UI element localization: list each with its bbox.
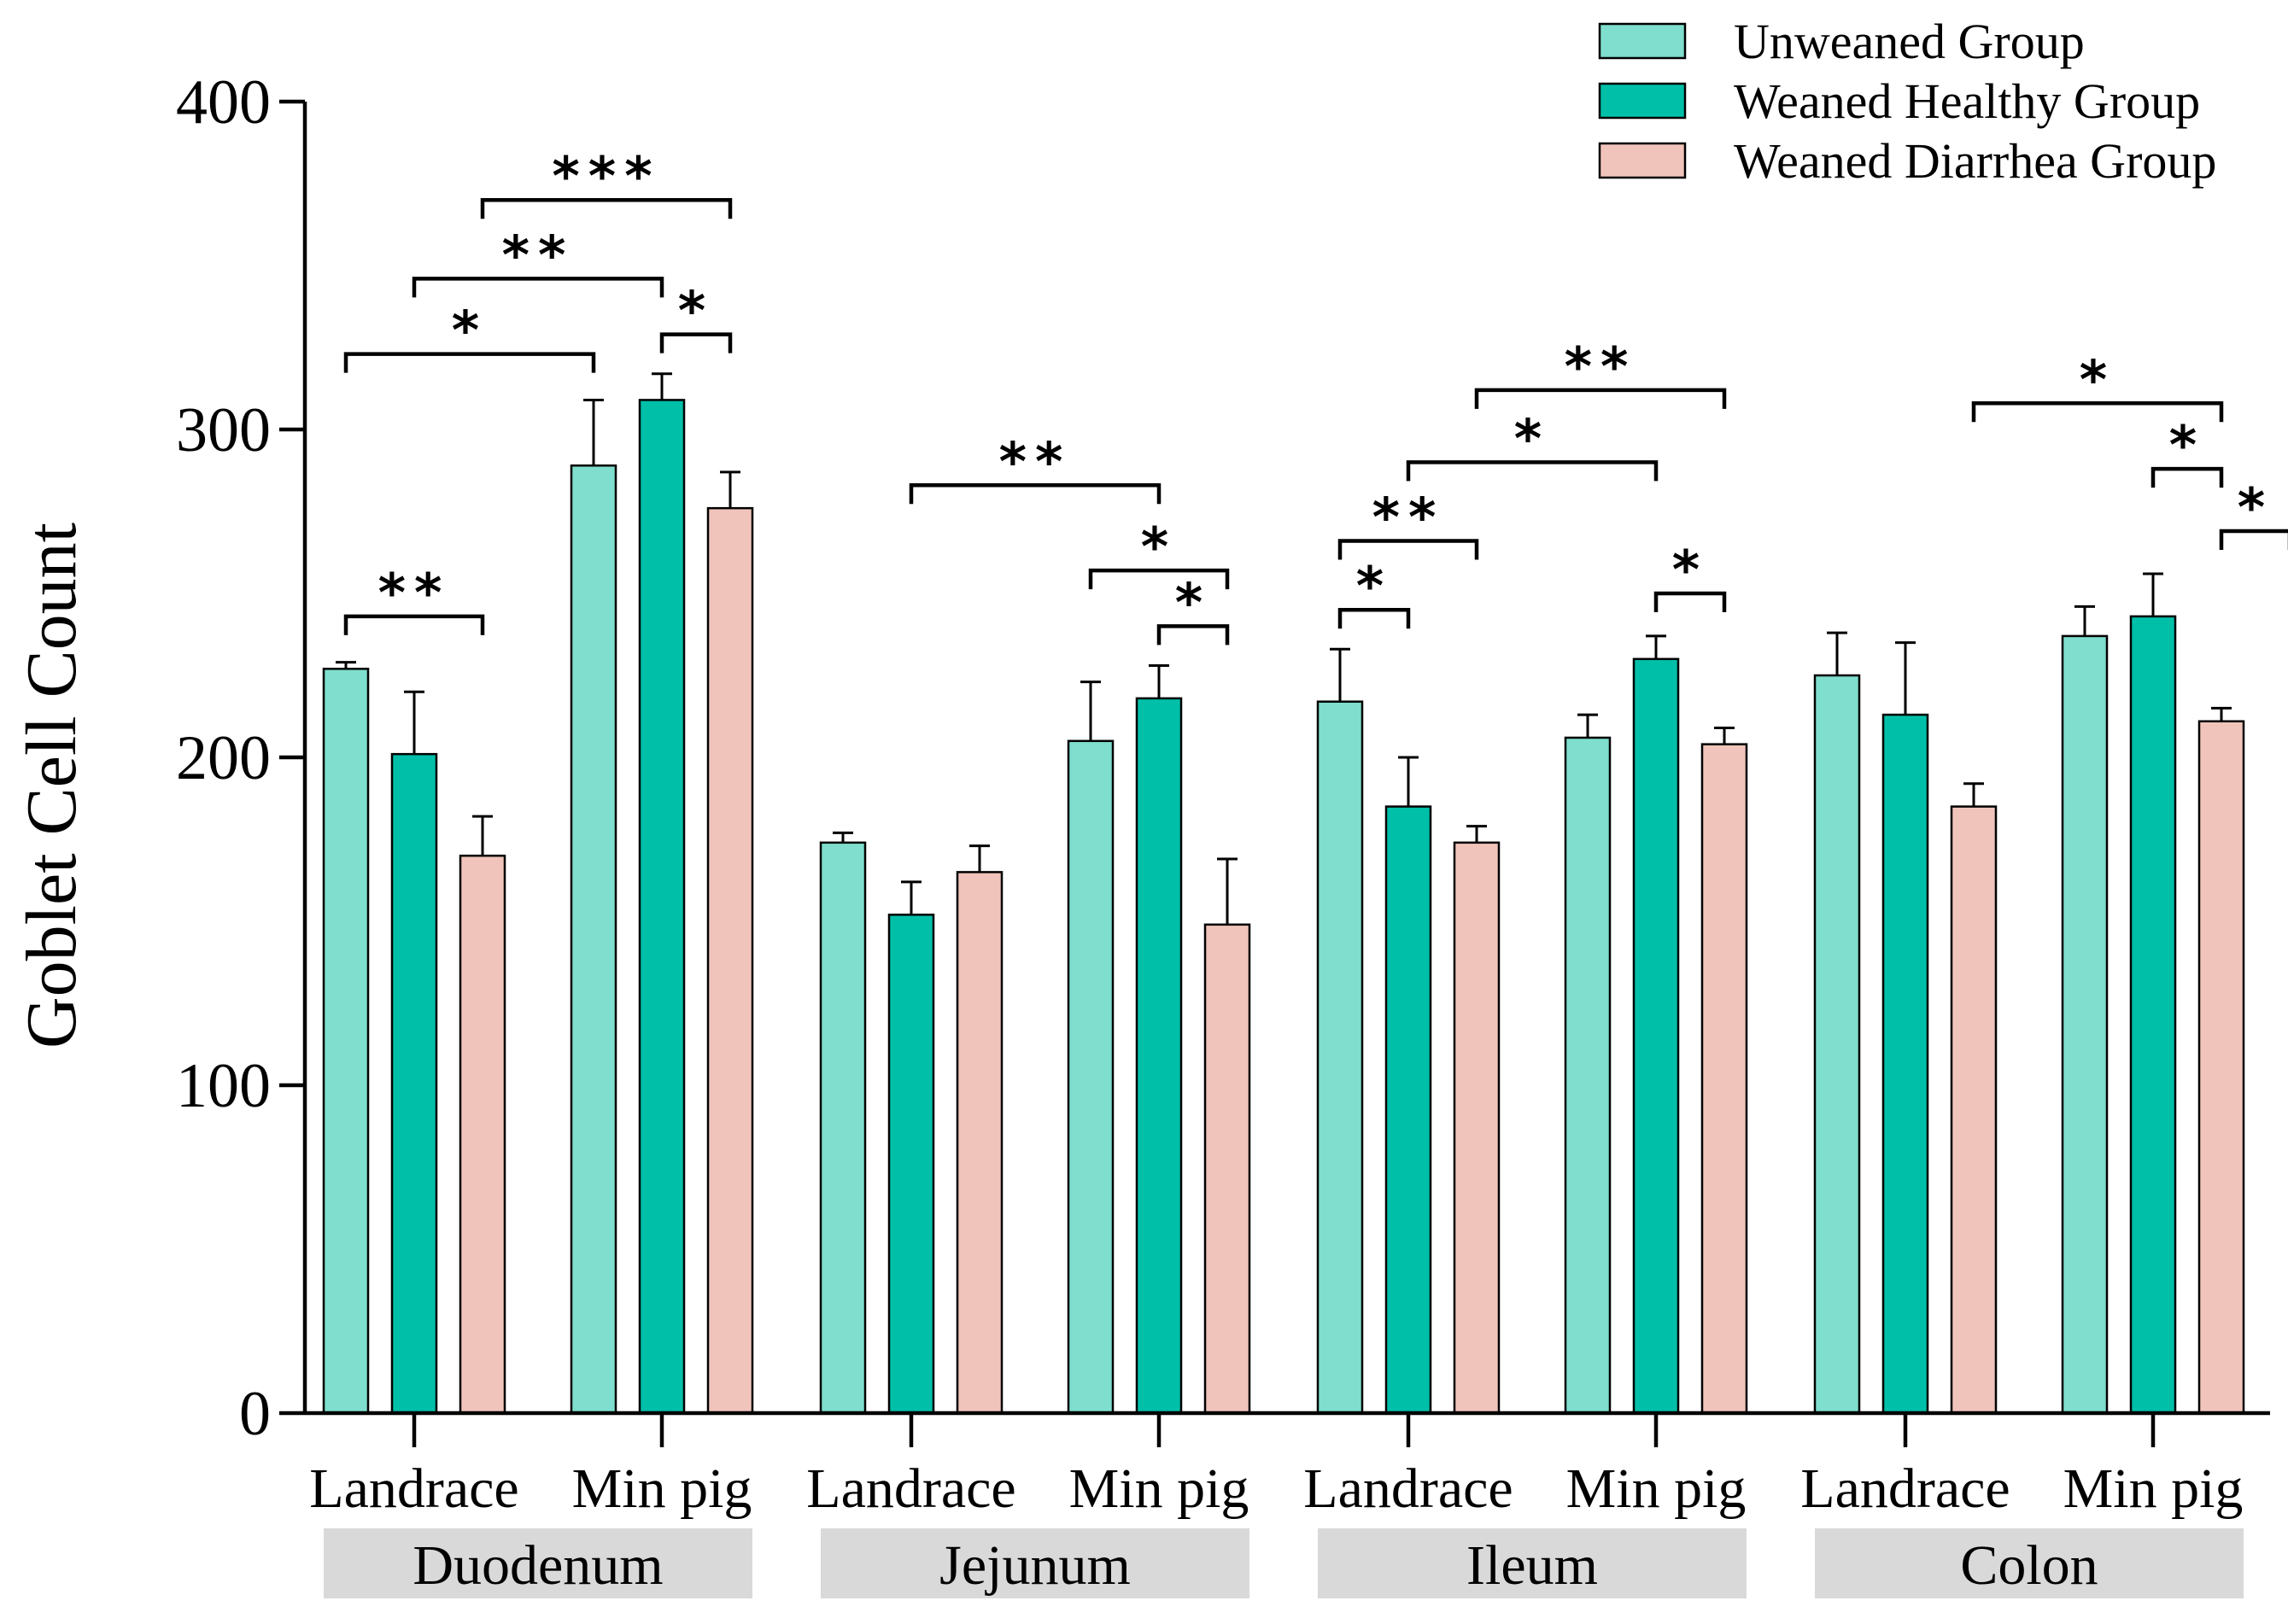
y-tick-label: 100 — [176, 1051, 271, 1121]
significance-label-4: *** — [552, 145, 660, 207]
region-label-duodenum: Duodenum — [413, 1534, 663, 1597]
significance-bracket-0 — [343, 614, 485, 635]
significance-label-0: ** — [378, 562, 451, 624]
bar-jejunum-landrace-0 — [819, 841, 867, 1415]
legend-label-1: Weaned Healthy Group — [1734, 73, 2200, 129]
region-label-jejunum: Jejunum — [939, 1534, 1131, 1597]
significance-bracket-8 — [1337, 607, 1411, 629]
significance-layer: ************* ********** — [343, 145, 2288, 646]
significance-label-2: ** — [502, 224, 575, 286]
bar-jejunum-min-pig-2 — [1203, 923, 1251, 1415]
breed-label: Min pig — [572, 1458, 752, 1520]
significance-label-13: * — [2080, 348, 2115, 411]
bar-colon-landrace-0 — [1813, 674, 1861, 1415]
bar-colon-min-pig-0 — [2061, 634, 2109, 1415]
bar-duodenum-landrace-1 — [390, 752, 438, 1415]
legend-swatch-0 — [1598, 22, 1687, 60]
significance-label-8: * — [1356, 555, 1392, 617]
bar-ileum-landrace-2 — [1453, 841, 1501, 1415]
bar-colon-min-pig-1 — [2129, 615, 2177, 1415]
bar-ileum-min-pig-1 — [1632, 657, 1680, 1415]
bar-duodenum-min-pig-2 — [706, 506, 754, 1415]
significance-bracket-14 — [2150, 466, 2224, 488]
significance-label-5: ** — [999, 430, 1072, 493]
bar-duodenum-landrace-0 — [322, 668, 370, 1415]
legend-label-2: Weaned Diarrhea Group — [1734, 133, 2216, 189]
bar-ileum-min-pig-2 — [1700, 743, 1748, 1415]
significance-bracket-11 — [1474, 388, 1727, 409]
region-label-colon: Colon — [1960, 1534, 2098, 1597]
y-tick-label: 400 — [176, 67, 271, 137]
significance-bracket-13 — [1971, 401, 2224, 423]
breed-label: Min pig — [1566, 1458, 1747, 1520]
significance-label-1: * — [452, 300, 488, 362]
y-tick-label: 0 — [239, 1379, 271, 1449]
significance-label-3: * — [678, 280, 714, 342]
bar-jejunum-min-pig-1 — [1135, 697, 1183, 1415]
significance-label-12: * — [1672, 539, 1708, 601]
bar-duodenum-landrace-2 — [459, 854, 506, 1415]
significance-bracket-4 — [480, 197, 733, 219]
significance-label-10: * — [1514, 407, 1550, 470]
y-tick-label: 300 — [176, 395, 271, 465]
bar-jejunum-landrace-2 — [956, 871, 1004, 1415]
region-box-colon — [1815, 1528, 2244, 1598]
bar-colon-min-pig-2 — [2197, 720, 2245, 1415]
error-bars-layer — [336, 372, 2232, 925]
breed-label: Landrace — [309, 1458, 518, 1520]
legend-swatch-2 — [1598, 142, 1687, 179]
significance-label-9: ** — [1372, 487, 1445, 549]
significance-bracket-3 — [659, 332, 733, 353]
significance-bracket-7 — [1156, 624, 1230, 646]
axes-layer: 0 100 200 300 400 — [176, 67, 2270, 1449]
breed-label: Landrace — [1800, 1458, 2010, 1520]
bar-colon-landrace-2 — [1950, 805, 1998, 1415]
bar-jejunum-landrace-1 — [887, 914, 935, 1415]
region-box-ileum — [1318, 1528, 1747, 1598]
region-box-duodenum — [324, 1528, 752, 1598]
significance-label-15: * — [2238, 476, 2273, 539]
significance-bracket-12 — [1653, 591, 1727, 612]
bars-layer — [322, 399, 2245, 1415]
breed-label: Landrace — [1303, 1458, 1513, 1520]
bar-ileum-landrace-0 — [1316, 700, 1364, 1415]
breed-label: Min pig — [2063, 1458, 2244, 1520]
significance-bracket-2 — [412, 277, 664, 298]
significance-bracket-9 — [1337, 539, 1479, 560]
significance-label-7: * — [1175, 571, 1211, 634]
bar-ileum-min-pig-0 — [1564, 736, 1612, 1415]
region-label-ileum: Ileum — [1466, 1534, 1598, 1597]
breed-label: Min pig — [1069, 1458, 1249, 1520]
legend-label-0: Unweaned Group — [1734, 14, 2085, 69]
significance-label-14: * — [2169, 414, 2205, 476]
significance-bracket-15 — [2219, 529, 2288, 551]
bar-ileum-landrace-1 — [1384, 805, 1432, 1415]
breed-label: Landrace — [806, 1458, 1015, 1520]
significance-bracket-5 — [909, 483, 1162, 505]
legend-swatch-1 — [1598, 82, 1687, 120]
significance-bracket-6 — [1088, 568, 1230, 590]
region-box-jejunum — [821, 1528, 1249, 1598]
bar-duodenum-min-pig-0 — [570, 464, 617, 1415]
significance-label-11: ** — [1565, 336, 1637, 398]
bar-jejunum-min-pig-0 — [1067, 739, 1115, 1415]
y-axis-label: Goblet Cell Count — [12, 523, 91, 1049]
x-labels-layer: Landrace Min pig Duodenum Landrace Min pig Je… — [309, 1458, 2244, 1598]
significance-bracket-10 — [1406, 460, 1659, 482]
significance-bracket-1 — [343, 352, 596, 373]
bar-duodenum-min-pig-1 — [638, 399, 686, 1415]
bar-colon-landrace-1 — [1881, 713, 1929, 1415]
y-tick-label: 200 — [176, 723, 271, 793]
significance-label-6: * — [1141, 516, 1177, 578]
